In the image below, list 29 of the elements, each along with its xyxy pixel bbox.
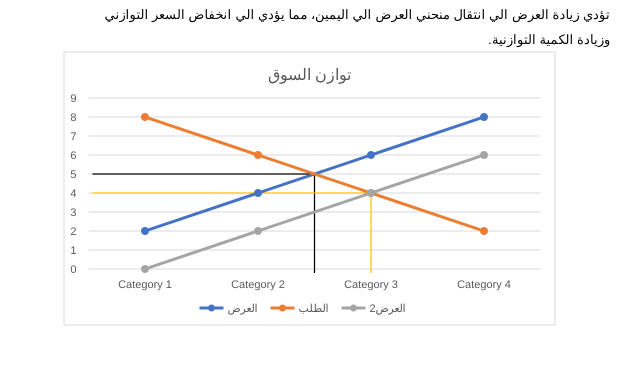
y-tick-label: 5: [70, 169, 76, 181]
text: تؤدي زيادة العرض الي انتقال منحني العرض الي اليمين، مما يؤدي الي انخفاض السعر التوازني وزيادة الكمية التوازنية.: [103, 6, 610, 50]
point: [254, 151, 262, 159]
point: [254, 189, 262, 197]
y-tick-label: 9: [70, 93, 76, 105]
point: [480, 227, 488, 235]
point: [141, 265, 149, 273]
y-tick-label: 1: [70, 245, 76, 257]
chart-title: توازن السوق: [268, 67, 352, 84]
x-tick-label: Category 2: [231, 279, 285, 291]
x-tick-label: Category 4: [457, 279, 511, 291]
x-tick-label: Category 1: [118, 279, 172, 291]
y-tick-label: 4: [70, 188, 76, 200]
point: [480, 113, 488, 121]
point: [480, 151, 488, 159]
y-tick-label: 0: [70, 264, 76, 276]
point: [254, 227, 262, 235]
y-tick-label: 8: [70, 112, 76, 124]
point: [141, 227, 149, 235]
y-tick-label: 2: [70, 226, 76, 238]
y-tick-label: 6: [70, 150, 76, 162]
legend-label: العرض2: [370, 303, 406, 315]
legend-label: العرض: [228, 303, 258, 315]
y-tick-label: 7: [70, 131, 76, 143]
legend-label: الطلب: [298, 303, 328, 315]
x-tick-label: Category 3: [344, 279, 398, 291]
y-tick-label: 3: [70, 207, 76, 219]
point: [141, 113, 149, 121]
point: [367, 151, 375, 159]
